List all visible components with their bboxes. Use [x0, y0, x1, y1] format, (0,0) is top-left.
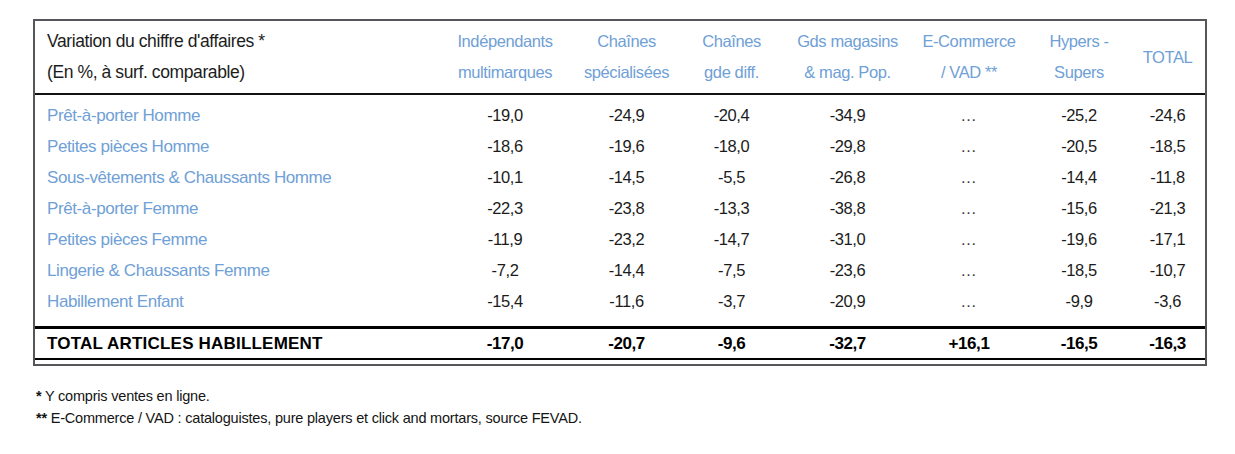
cell: -23,8 [575, 199, 678, 218]
total-cell: -9,6 [678, 334, 785, 354]
cell: -25,2 [1028, 106, 1130, 125]
total-row-label: TOTAL ARTICLES HABILLEMENT [35, 334, 435, 354]
cell: -14,4 [575, 261, 678, 280]
column-header-total: TOTAL [1130, 21, 1205, 93]
cell: -26,8 [785, 168, 910, 187]
cell-no-data: … [910, 137, 1028, 156]
frame-bottom-gap [35, 360, 1205, 364]
column-header-hypers-supers: Hypers - Supers [1028, 21, 1130, 93]
footnote-1: * Y compris ventes en ligne. [36, 386, 582, 408]
column-header-chaines-gde-diff: Chaînes gde diff. [678, 21, 785, 93]
row-label: Prêt-à-porter Homme [35, 106, 435, 126]
row-label: Petites pièces Homme [35, 137, 435, 157]
column-header-independants: Indépendants multimarques [435, 21, 575, 93]
table-row-petites-pieces-femme: Petites pièces Femme -11,9 -23,2 -14,7 -… [35, 224, 1205, 255]
cell: -14,4 [1028, 168, 1130, 187]
cell: -23,6 [785, 261, 910, 280]
row-label: Prêt-à-porter Femme [35, 199, 435, 219]
footnotes: * Y compris ventes en ligne. ** E-Commer… [36, 386, 582, 429]
cell-no-data: … [910, 168, 1028, 187]
cell: -10,7 [1130, 261, 1205, 280]
table-row-pret-a-porter-homme: Prêt-à-porter Homme -19,0 -24,9 -20,4 -3… [35, 100, 1205, 131]
cell: -15,6 [1028, 199, 1130, 218]
cell: -19,0 [435, 106, 575, 125]
footnote-2-text: E-Commerce / VAD : cataloguistes, pure p… [47, 410, 582, 426]
cell: -14,5 [575, 168, 678, 187]
cell-no-data: … [910, 292, 1028, 311]
cell-no-data: … [910, 230, 1028, 249]
cell: -29,8 [785, 137, 910, 156]
column-header-chaines-specialisees: Chaînes spécialisées [575, 21, 678, 93]
footnote-1-text: Y compris ventes en ligne. [41, 388, 209, 404]
row-label: Petites pièces Femme [35, 230, 435, 250]
revenue-variation-table: Variation du chiffre d'affaires * (En %,… [33, 19, 1207, 366]
cell: -11,6 [575, 292, 678, 311]
table-row-pret-a-porter-femme: Prêt-à-porter Femme -22,3 -23,8 -13,3 -3… [35, 193, 1205, 224]
total-cell: +16,1 [910, 334, 1028, 354]
cell: -18,6 [435, 137, 575, 156]
cell: -18,0 [678, 137, 785, 156]
cell: -5,5 [678, 168, 785, 187]
cell: -38,8 [785, 199, 910, 218]
table-row-habillement-enfant: Habillement Enfant -15,4 -11,6 -3,7 -20,… [35, 286, 1205, 317]
cell: -18,5 [1028, 261, 1130, 280]
cell: -20,5 [1028, 137, 1130, 156]
table-row-lingerie-femme: Lingerie & Chaussants Femme -7,2 -14,4 -… [35, 255, 1205, 286]
cell: -7,2 [435, 261, 575, 280]
cell: -10,1 [435, 168, 575, 187]
cell: -22,3 [435, 199, 575, 218]
cell: -20,9 [785, 292, 910, 311]
cell: -15,4 [435, 292, 575, 311]
cell: -21,3 [1130, 199, 1205, 218]
column-header-ecommerce-vad: E-Commerce / VAD ** [910, 21, 1028, 93]
cell: -24,9 [575, 106, 678, 125]
total-cell: -20,7 [575, 334, 678, 354]
row-label: Lingerie & Chaussants Femme [35, 261, 435, 281]
table-row-sous-vetements-homme: Sous-vêtements & Chaussants Homme -10,1 … [35, 162, 1205, 193]
cell: -17,1 [1130, 230, 1205, 249]
total-cell: -16,5 [1028, 334, 1130, 354]
cell: -13,3 [678, 199, 785, 218]
table-header-row: Variation du chiffre d'affaires * (En %,… [35, 21, 1205, 95]
cell-no-data: … [910, 106, 1028, 125]
total-cell: -32,7 [785, 334, 910, 354]
cell: -3,6 [1130, 292, 1205, 311]
table-row-petites-pieces-homme: Petites pièces Homme -18,6 -19,6 -18,0 -… [35, 131, 1205, 162]
cell: -11,9 [435, 230, 575, 249]
cell: -9,9 [1028, 292, 1130, 311]
cell: -18,5 [1130, 137, 1205, 156]
table-title-line1: Variation du chiffre d'affaires * [47, 26, 435, 57]
cell-no-data: … [910, 261, 1028, 280]
table-body: Prêt-à-porter Homme -19,0 -24,9 -20,4 -3… [35, 95, 1205, 326]
cell: -20,4 [678, 106, 785, 125]
row-label: Habillement Enfant [35, 292, 435, 312]
cell: -14,7 [678, 230, 785, 249]
cell: -19,6 [575, 137, 678, 156]
cell: -3,7 [678, 292, 785, 311]
footnote-2: ** E-Commerce / VAD : cataloguistes, pur… [36, 408, 582, 430]
cell: -31,0 [785, 230, 910, 249]
cell: -34,9 [785, 106, 910, 125]
cell: -24,6 [1130, 106, 1205, 125]
table-title-line2: (En %, à surf. comparable) [47, 57, 435, 88]
cell-no-data: … [910, 199, 1028, 218]
total-cell: -17,0 [435, 334, 575, 354]
footnote-2-marker: ** [36, 410, 47, 426]
cell: -11,8 [1130, 168, 1205, 187]
cell: -19,6 [1028, 230, 1130, 249]
cell: -23,2 [575, 230, 678, 249]
total-cell: -16,3 [1130, 334, 1205, 354]
cell: -7,5 [678, 261, 785, 280]
table-total-row: TOTAL ARTICLES HABILLEMENT -17,0 -20,7 -… [35, 326, 1205, 360]
column-header-gds-magasins: Gds magasins & mag. Pop. [785, 21, 910, 93]
row-label: Sous-vêtements & Chaussants Homme [35, 168, 435, 188]
table-title: Variation du chiffre d'affaires * (En %,… [35, 21, 435, 93]
